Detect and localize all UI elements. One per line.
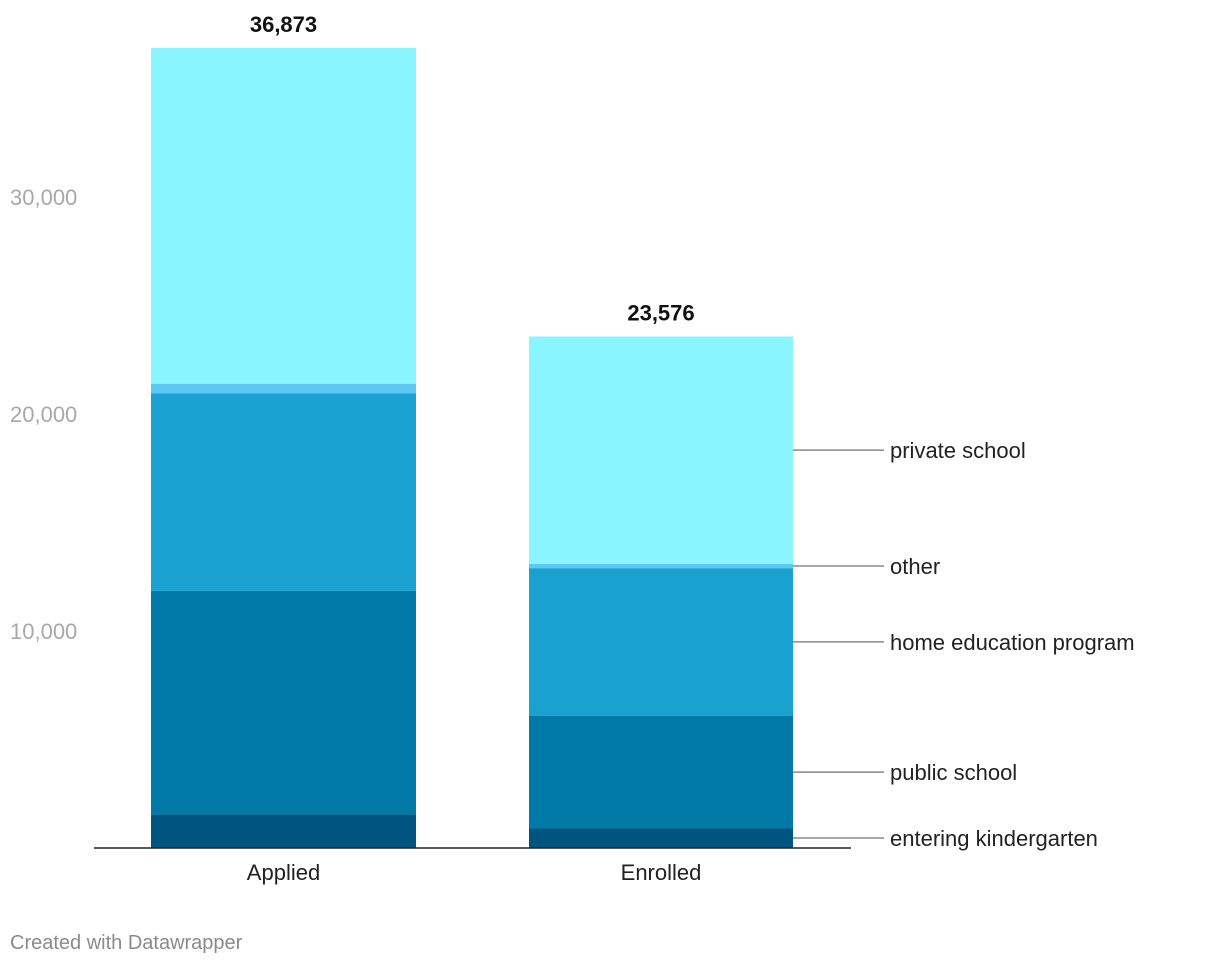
legend-label: private school <box>890 438 1026 463</box>
legend-label: public school <box>890 760 1017 785</box>
bar-segment-other-applied[interactable] <box>151 383 416 394</box>
bar-segment-entering-kindergarten-applied[interactable] <box>151 814 416 848</box>
bar-segment-entering-kindergarten-enrolled[interactable] <box>529 828 793 848</box>
y-tick-label: 20,000 <box>10 402 77 427</box>
legend-label: entering kindergarten <box>890 826 1098 851</box>
y-tick-label: 10,000 <box>10 619 77 644</box>
x-tick-label: Applied <box>247 860 320 885</box>
bar-segment-home-education-program-applied[interactable] <box>151 393 416 591</box>
bar-total-label: 23,576 <box>627 300 694 325</box>
bar-total-label: 36,873 <box>250 12 317 37</box>
credit-line[interactable]: Created with Datawrapper <box>10 932 243 954</box>
bar-segment-private-school-applied[interactable] <box>151 48 416 384</box>
legend-label: home education program <box>890 630 1135 655</box>
y-tick-label: 30,000 <box>10 185 77 210</box>
bar-segment-home-education-program-enrolled[interactable] <box>529 568 793 716</box>
bar-segment-other-enrolled[interactable] <box>529 563 793 569</box>
bar-segment-public-school-applied[interactable] <box>151 590 416 815</box>
stacked-bar-chart: 10,000 20,000 30,000 36,873 Applied 23,576 Enr… <box>10 12 1135 885</box>
bar-segment-public-school-enrolled[interactable] <box>529 715 793 829</box>
legend-label: other <box>890 554 940 579</box>
bar-segment-private-school-enrolled[interactable] <box>529 336 793 564</box>
x-tick-label: Enrolled <box>621 860 702 885</box>
